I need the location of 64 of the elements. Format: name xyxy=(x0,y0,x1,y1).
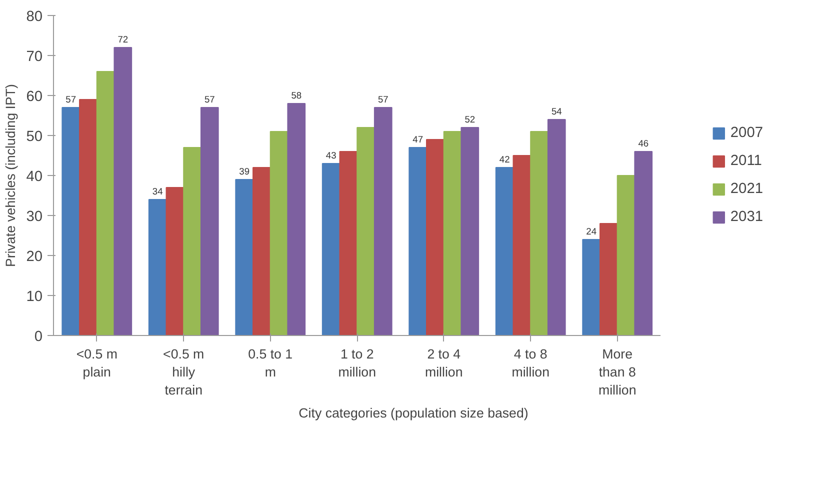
legend-label: 2007 xyxy=(730,125,763,141)
bar xyxy=(356,127,375,336)
x-tick-label: 4 to 8 million xyxy=(512,346,550,380)
bar xyxy=(148,199,167,336)
bar xyxy=(408,147,428,336)
bar xyxy=(270,131,288,336)
data-label: 58 xyxy=(291,90,302,100)
bar xyxy=(443,131,462,336)
legend-label: 2031 xyxy=(730,209,763,225)
bar xyxy=(582,239,601,336)
y-tick-label: 40 xyxy=(26,169,43,185)
bar xyxy=(96,71,115,336)
y-tick-label: 30 xyxy=(26,209,43,225)
data-label: 47 xyxy=(412,134,424,144)
data-label: 57 xyxy=(378,94,388,104)
data-label: 42 xyxy=(499,154,510,164)
x-tick-label: 0.5 to 1 m xyxy=(248,346,293,380)
y-tick-label: 0 xyxy=(34,329,43,345)
bar xyxy=(530,131,548,336)
y-tick-label: 70 xyxy=(26,49,43,65)
bar xyxy=(235,179,254,336)
x-tick-label: <0.5 m hilly terrain xyxy=(163,346,204,398)
y-tick-label: 10 xyxy=(26,289,43,305)
bar xyxy=(287,103,306,336)
x-tick-label: <0.5 m plain xyxy=(76,346,118,380)
bar xyxy=(339,151,358,336)
bar xyxy=(114,47,132,336)
bar xyxy=(495,167,514,336)
bar xyxy=(79,99,98,336)
data-label: 43 xyxy=(326,150,336,160)
bar xyxy=(322,163,340,336)
y-tick-label: 80 xyxy=(26,9,43,25)
bar xyxy=(547,119,566,336)
y-tick-label: 50 xyxy=(26,129,43,145)
legend-label: 2021 xyxy=(730,181,763,197)
data-label: 24 xyxy=(586,226,597,236)
x-tick-label: 2 to 4 million xyxy=(424,346,463,380)
y-tick-label: 60 xyxy=(26,89,43,105)
data-label: 57 xyxy=(204,94,215,104)
data-label: 57 xyxy=(66,94,76,104)
bar xyxy=(183,147,202,336)
bar xyxy=(600,223,618,336)
x-axis-title: City categories (population size based) xyxy=(298,406,528,420)
data-label: 54 xyxy=(551,106,562,116)
bar xyxy=(166,187,184,336)
bar xyxy=(200,107,219,336)
x-tick-label: 1 to 2 million xyxy=(338,346,376,380)
bar xyxy=(634,151,653,336)
bar xyxy=(616,175,636,336)
bar xyxy=(62,107,80,336)
y-axis-title: Private vehicles (including IPT) xyxy=(3,84,18,267)
data-label: 39 xyxy=(239,166,250,176)
x-tick-label: More than 8 million xyxy=(598,346,636,398)
legend-label: 2011 xyxy=(730,153,762,169)
bar xyxy=(426,139,444,336)
data-label: 34 xyxy=(152,186,163,196)
bar xyxy=(512,155,532,336)
bar xyxy=(374,107,392,336)
bar xyxy=(460,127,480,336)
data-label: 72 xyxy=(118,34,128,44)
bar xyxy=(252,167,271,336)
data-label: 46 xyxy=(638,138,649,148)
y-tick-label: 20 xyxy=(26,249,43,265)
data-label: 52 xyxy=(464,114,476,124)
